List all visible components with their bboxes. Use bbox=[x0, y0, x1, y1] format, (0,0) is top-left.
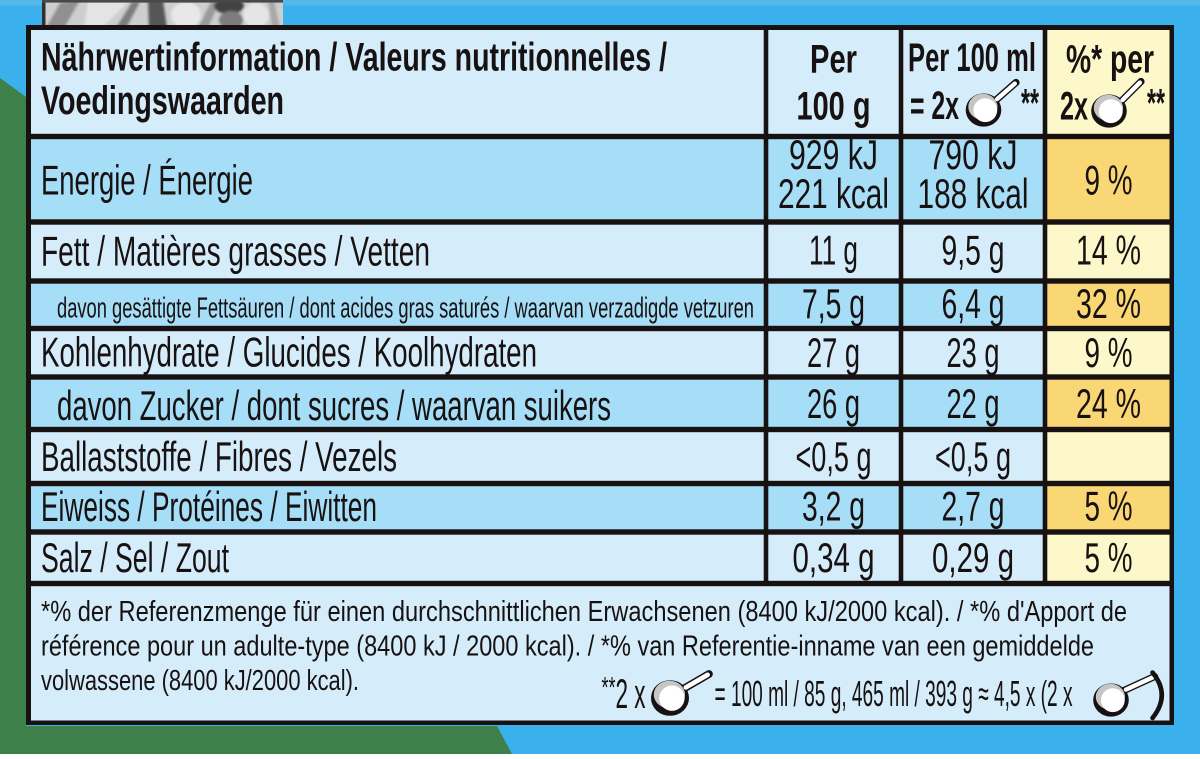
svg-text:26 g: 26 g bbox=[807, 380, 860, 427]
svg-text:9,5 g: 9,5 g bbox=[942, 227, 1005, 274]
svg-text:188 kcal: 188 kcal bbox=[918, 170, 1029, 217]
svg-text:Per 100 ml: Per 100 ml bbox=[908, 36, 1036, 80]
svg-text:24 %: 24 % bbox=[1076, 380, 1141, 427]
svg-text:volwassene (8400 kJ/2000 kcal): volwassene (8400 kJ/2000 kcal). bbox=[41, 665, 359, 697]
svg-text:Eiweiss / Protéines / Eiwitten: Eiweiss / Protéines / Eiwitten bbox=[41, 483, 377, 530]
svg-text:6,4 g: 6,4 g bbox=[942, 280, 1005, 327]
svg-text:221 kcal: 221 kcal bbox=[778, 170, 889, 217]
svg-text:**: ** bbox=[1021, 82, 1039, 126]
svg-text:0,29 g: 0,29 g bbox=[932, 534, 1014, 581]
svg-text:Kohlenhydrate / Glucides / Koo: Kohlenhydrate / Glucides / Koolhydraten bbox=[41, 329, 537, 376]
svg-text:= 2x: = 2x bbox=[910, 84, 959, 128]
svg-text:référence pour un adulte-type: référence pour un adulte-type (8400 kJ /… bbox=[41, 631, 1094, 663]
svg-text:**: ** bbox=[1147, 82, 1165, 126]
svg-text:27 g: 27 g bbox=[807, 329, 860, 376]
svg-text:0,34 g: 0,34 g bbox=[793, 534, 875, 581]
svg-text:11 g: 11 g bbox=[809, 227, 858, 274]
svg-text:9 %: 9 % bbox=[1085, 329, 1133, 376]
svg-text:Energie / Énergie: Energie / Énergie bbox=[41, 157, 253, 204]
svg-text:Per: Per bbox=[810, 38, 857, 82]
svg-text:davon Zucker / dont sucres / w: davon Zucker / dont sucres / waarvan sui… bbox=[57, 382, 611, 429]
svg-text:790 kJ: 790 kJ bbox=[929, 131, 1018, 178]
svg-text:davon gesättigte Fettsäuren /: davon gesättigte Fettsäuren / dont acide… bbox=[57, 293, 754, 325]
svg-text:14 %: 14 % bbox=[1076, 227, 1141, 274]
svg-text:<0,5 g: <0,5 g bbox=[935, 433, 1011, 480]
svg-text:5 %: 5 % bbox=[1085, 483, 1133, 530]
svg-text:Fett / Matières grasses / Vett: Fett / Matières grasses / Vetten bbox=[41, 228, 430, 275]
svg-text:**: ** bbox=[602, 672, 616, 705]
svg-text:7,5 g: 7,5 g bbox=[802, 280, 865, 327]
svg-text:Nährwertinformation / Valeurs: Nährwertinformation / Valeurs nutritionn… bbox=[41, 36, 667, 80]
svg-text:5 %: 5 % bbox=[1085, 534, 1133, 581]
svg-text:Salz / Sel / Zout: Salz / Sel / Zout bbox=[41, 534, 229, 581]
svg-text:3,2 g: 3,2 g bbox=[802, 483, 865, 530]
svg-text:%* per: %* per bbox=[1066, 38, 1154, 82]
svg-text:2x: 2x bbox=[1060, 85, 1088, 129]
svg-text:= 100 ml / 85 g, 465 ml / 393: = 100 ml / 85 g, 465 ml / 393 g ≈ 4,5 x … bbox=[715, 673, 1073, 714]
svg-text:<0,5 g: <0,5 g bbox=[796, 433, 872, 480]
svg-text:Ballaststoffe / Fibres / Vezel: Ballaststoffe / Fibres / Vezels bbox=[41, 433, 397, 480]
svg-text:9 %: 9 % bbox=[1085, 157, 1133, 204]
svg-text:2 x: 2 x bbox=[616, 670, 646, 717]
svg-text:2,7 g: 2,7 g bbox=[942, 483, 1005, 530]
svg-text:32 %: 32 % bbox=[1076, 280, 1141, 327]
svg-text:100 g: 100 g bbox=[797, 85, 871, 129]
svg-text:929 kJ: 929 kJ bbox=[789, 131, 878, 178]
svg-text:23 g: 23 g bbox=[947, 329, 1000, 376]
svg-text:22 g: 22 g bbox=[947, 380, 1000, 427]
svg-text:*% der Referenzmenge für einen: *% der Referenzmenge für einen durchschn… bbox=[41, 596, 1127, 628]
svg-text:Voedingswaarden: Voedingswaarden bbox=[41, 79, 284, 123]
